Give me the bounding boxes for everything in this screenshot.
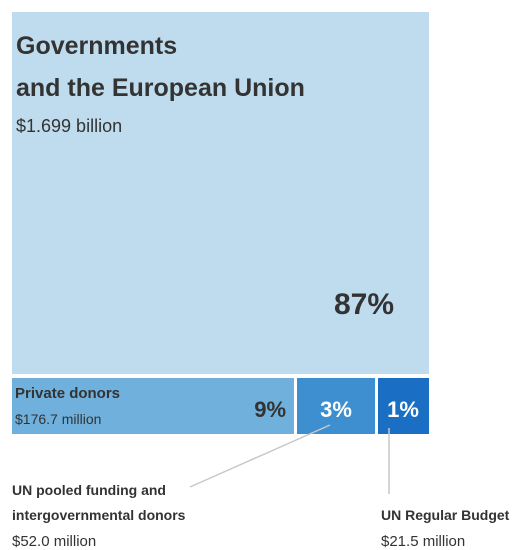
un-pooled-funding-block [297, 378, 375, 434]
un-regular-budget-amount: $21.5 million [381, 533, 465, 550]
governments-title-line1: Governments [16, 32, 177, 60]
private-donors-percent: 9% [254, 397, 286, 422]
governments-block [12, 12, 429, 374]
governments-amount: $1.699 billion [16, 116, 122, 136]
un-pooled-funding-title-line1: UN pooled funding and [12, 482, 166, 498]
un-pooled-funding-percent: 3% [320, 397, 352, 422]
un-pooled-funding-title-line2: intergovernmental donors [12, 507, 186, 523]
private-donors-block [12, 378, 294, 434]
private-donors-title: Private donors [15, 385, 120, 402]
governments-percent: 87% [334, 288, 394, 321]
un-pooled-funding-leader-line [189, 424, 331, 488]
governments-title-line2: and the European Union [16, 74, 305, 102]
un-regular-budget-title: UN Regular Budget [381, 507, 510, 523]
un-regular-budget-percent: 1% [387, 397, 419, 422]
un-regular-budget-block [378, 378, 429, 434]
un-pooled-funding-amount: $52.0 million [12, 533, 96, 550]
private-donors-amount: $176.7 million [15, 411, 101, 427]
